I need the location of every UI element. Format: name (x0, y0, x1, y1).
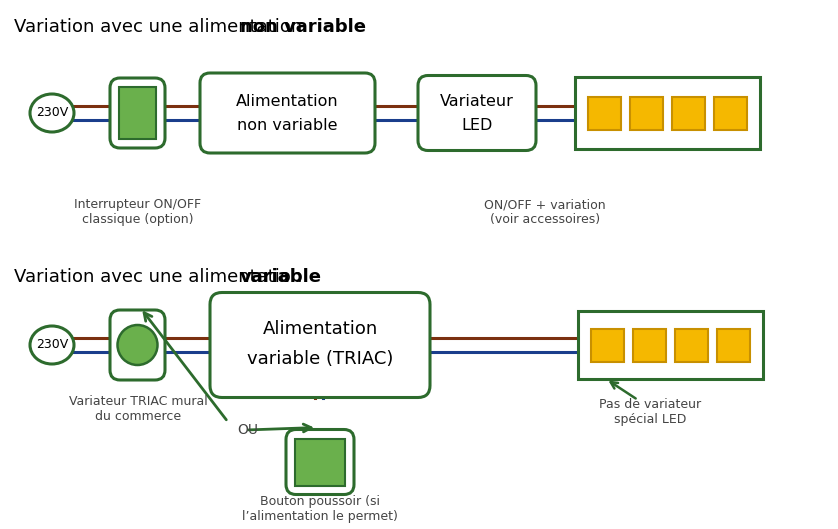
Text: Pas de variateur
spécial LED: Pas de variateur spécial LED (599, 398, 701, 426)
Bar (717, 329, 750, 361)
Circle shape (117, 325, 158, 365)
Text: Variateur TRIAC mural
du commerce: Variateur TRIAC mural du commerce (69, 395, 207, 423)
FancyBboxPatch shape (200, 73, 375, 153)
Text: 230V: 230V (36, 339, 68, 351)
Text: Alimentation: Alimentation (262, 320, 378, 338)
Text: variable: variable (240, 268, 322, 286)
FancyBboxPatch shape (210, 293, 430, 397)
Text: ON/OFF + variation
(voir accessoires): ON/OFF + variation (voir accessoires) (484, 198, 606, 226)
Bar (675, 329, 708, 361)
Bar (591, 329, 624, 361)
Bar (588, 96, 621, 130)
FancyBboxPatch shape (110, 78, 165, 148)
Bar (295, 439, 345, 486)
FancyBboxPatch shape (418, 76, 536, 150)
Text: OU: OU (237, 423, 258, 437)
Text: 230V: 230V (36, 106, 68, 120)
Text: Alimentation: Alimentation (236, 94, 339, 108)
Text: LED: LED (461, 117, 493, 132)
Text: non variable: non variable (240, 18, 365, 36)
Bar (578, 311, 763, 379)
Bar (672, 96, 705, 130)
Ellipse shape (30, 94, 74, 132)
Text: Variation avec une alimentation: Variation avec une alimentation (14, 268, 308, 286)
Text: Bouton poussoir (si
l’alimentation le permet): Bouton poussoir (si l’alimentation le pe… (242, 495, 398, 523)
Bar (119, 87, 156, 139)
Text: Variation avec une alimentation: Variation avec une alimentation (14, 18, 308, 36)
Text: Interrupteur ON/OFF
classique (option): Interrupteur ON/OFF classique (option) (75, 198, 202, 226)
FancyBboxPatch shape (286, 430, 354, 495)
Text: variable (TRIAC): variable (TRIAC) (247, 350, 393, 368)
Bar (633, 329, 666, 361)
Text: non variable: non variable (237, 117, 338, 132)
FancyBboxPatch shape (110, 310, 165, 380)
Ellipse shape (30, 326, 74, 364)
Bar (630, 96, 663, 130)
Bar (575, 77, 760, 149)
Bar (714, 96, 747, 130)
Text: Variateur: Variateur (440, 94, 514, 108)
